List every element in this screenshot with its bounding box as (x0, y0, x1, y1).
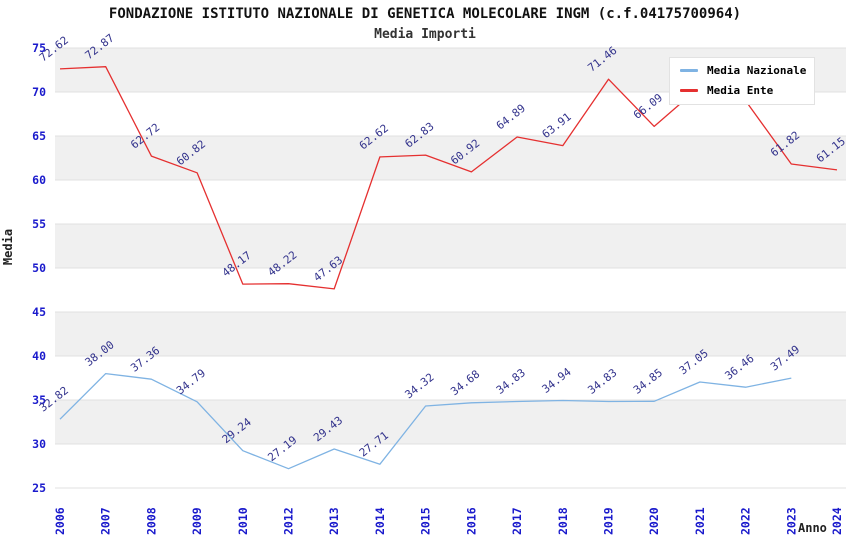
x-tick-label: 2020 (647, 507, 661, 535)
legend-label: Media Nazionale (707, 64, 807, 77)
y-tick-label: 35 (32, 393, 46, 407)
x-tick-label: 2024 (830, 507, 844, 535)
x-tick-label: 2019 (601, 507, 615, 535)
y-tick-label: 30 (32, 437, 46, 451)
chart-title: FONDAZIONE ISTITUTO NAZIONALE DI GENETIC… (108, 6, 742, 22)
x-tick-label: 2015 (419, 507, 433, 535)
plot-band (55, 136, 846, 180)
y-tick-label: 50 (32, 261, 46, 275)
x-tick-label: 2009 (190, 507, 204, 535)
y-tick-label: 25 (32, 481, 46, 495)
legend-item-media-nazionale: Media Nazionale (680, 64, 806, 77)
y-tick-label: 65 (32, 129, 46, 143)
y-tick-label: 60 (32, 173, 46, 187)
x-tick-label: 2007 (99, 507, 113, 535)
plot-band (55, 224, 846, 268)
x-tick-label: 2023 (784, 507, 798, 535)
y-tick-label: 40 (32, 349, 46, 363)
legend-label: Media Ente (707, 84, 774, 97)
x-tick-label: 2022 (739, 507, 753, 535)
y-tick-label: 75 (32, 41, 46, 55)
x-tick-label: 2018 (556, 507, 570, 535)
x-tick-label: 2008 (144, 507, 158, 535)
legend-item-media-ente: Media Ente (680, 84, 806, 97)
x-axis-title: Anno (798, 521, 827, 535)
x-tick-label: 2012 (282, 507, 296, 535)
legend: Media Nazionale Media Ente (669, 57, 815, 105)
x-tick-label: 2014 (373, 507, 387, 535)
series-line-media-nazionale (59, 372, 792, 470)
plot-band (55, 444, 846, 488)
y-axis-title: Media (1, 228, 15, 266)
legend-swatch-media-nazionale-icon (680, 69, 698, 72)
plot-band (55, 356, 846, 400)
plot-band (55, 312, 846, 356)
x-tick-label: 2010 (236, 507, 250, 535)
x-tick-label: 2021 (693, 507, 707, 535)
y-tick-label: 45 (32, 305, 46, 319)
legend-swatch-media-ente-icon (680, 89, 698, 92)
plot-band (55, 400, 846, 444)
chart-subtitle: Media Importi (374, 27, 476, 42)
y-tick-label: 70 (32, 85, 46, 99)
plot-band (55, 180, 846, 224)
x-tick-label: 2013 (327, 507, 341, 535)
x-tick-label: 2016 (464, 507, 478, 535)
x-tick-label: 2006 (53, 507, 67, 535)
y-tick-label: 55 (32, 217, 46, 231)
x-tick-label: 2017 (510, 507, 524, 535)
plot-band (55, 268, 846, 312)
